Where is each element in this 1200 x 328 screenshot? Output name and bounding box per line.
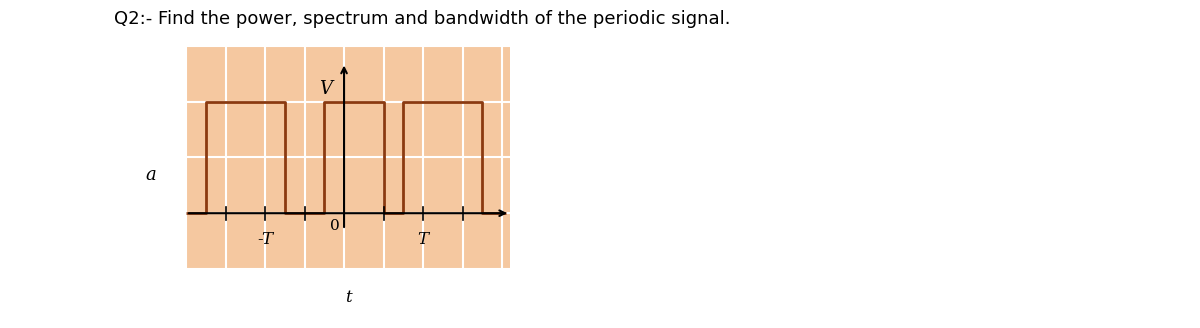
- Text: V: V: [319, 80, 332, 98]
- Text: T: T: [418, 232, 428, 248]
- Text: Q2:- Find the power, spectrum and bandwidth of the periodic signal.: Q2:- Find the power, spectrum and bandwi…: [114, 10, 731, 28]
- Text: -T: -T: [257, 232, 274, 248]
- Text: a: a: [145, 166, 156, 184]
- Text: t: t: [344, 289, 352, 306]
- Text: 0: 0: [330, 219, 340, 233]
